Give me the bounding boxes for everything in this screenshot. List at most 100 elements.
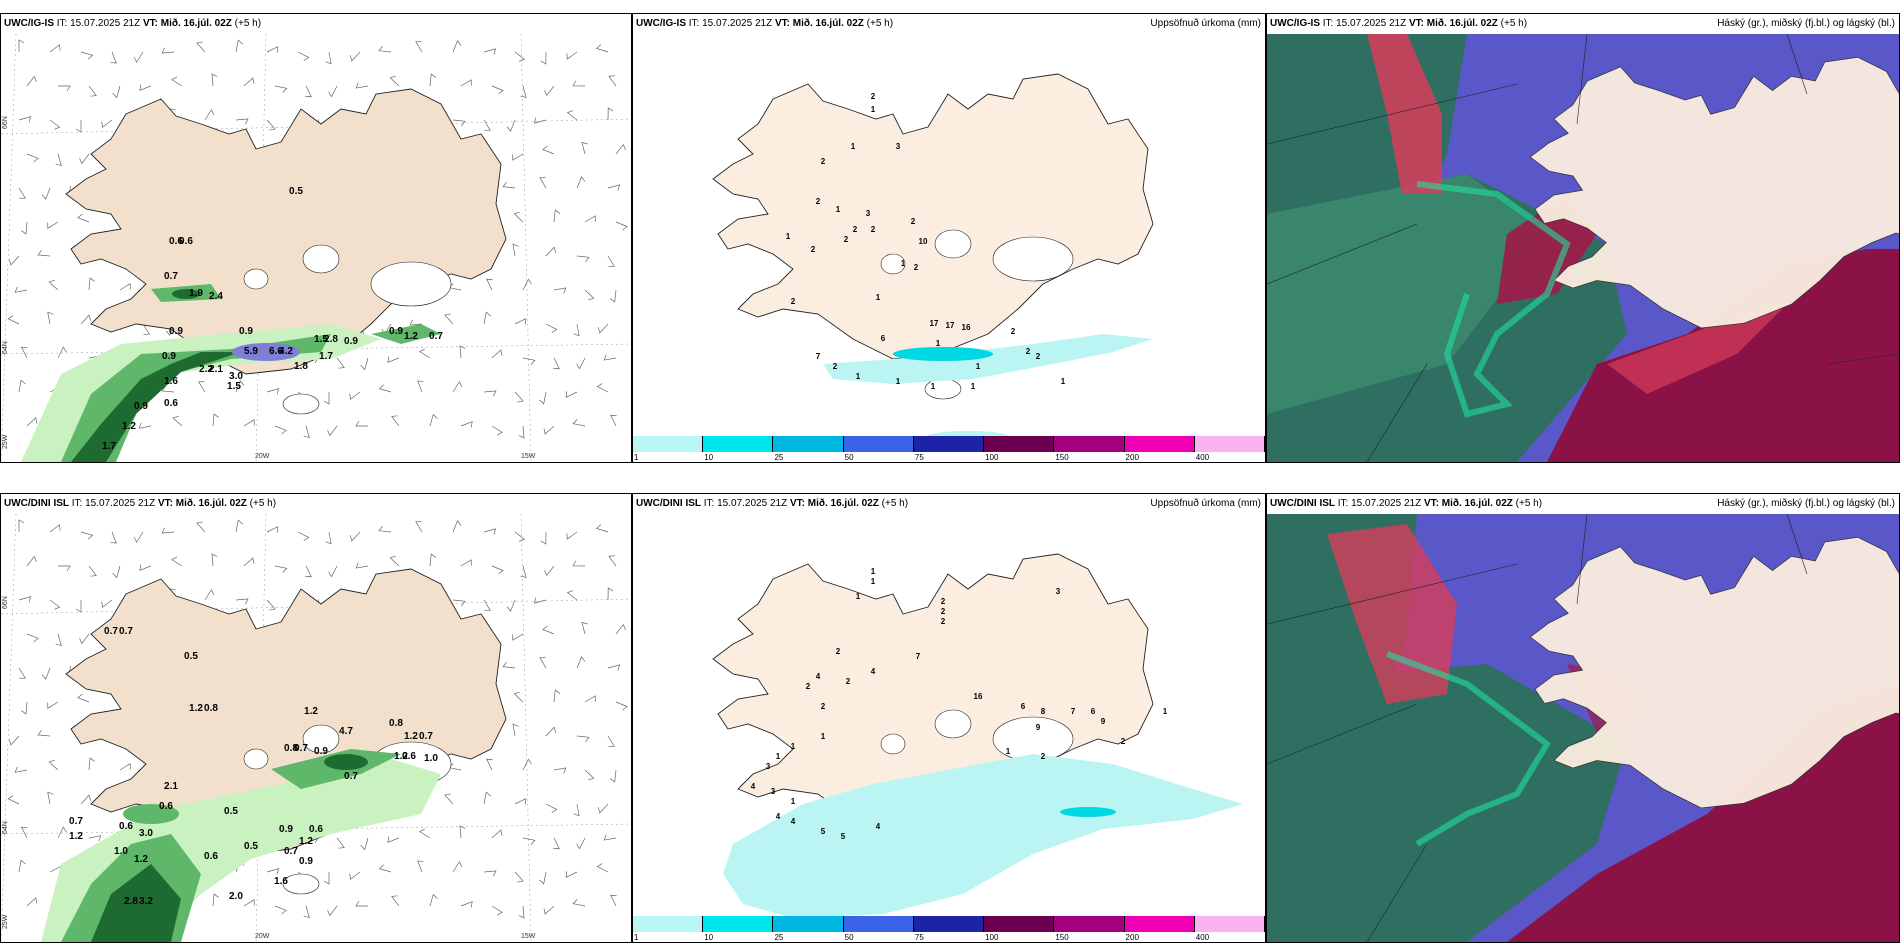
wind-barb xyxy=(483,528,497,535)
wind-barb xyxy=(336,837,345,849)
precip-value-label: 0.9 xyxy=(314,746,328,757)
wind-barb xyxy=(88,835,102,842)
wind-barb xyxy=(355,420,368,427)
lead-time: (+5 h) xyxy=(1515,498,1543,509)
precip-value-label: 4 xyxy=(816,672,821,681)
precip-value-label: 1 xyxy=(931,382,936,391)
wind-barb xyxy=(512,723,519,737)
wind-barb xyxy=(389,75,400,87)
wind-barb xyxy=(198,381,206,393)
wind-barb xyxy=(47,221,59,229)
wind-barb xyxy=(514,531,526,542)
wind-barb xyxy=(419,348,431,359)
wind-barb xyxy=(26,897,38,907)
wind-barb xyxy=(57,346,67,359)
precip-value-label: 1 xyxy=(821,732,826,741)
wind-barb xyxy=(80,314,92,325)
wind-barb xyxy=(452,520,462,533)
wind-barb xyxy=(566,51,578,60)
wind-barb xyxy=(235,598,249,605)
precip-value-label: 2 xyxy=(833,362,838,371)
wind-barb xyxy=(88,565,97,577)
wind-barb xyxy=(417,380,424,393)
wind-barb xyxy=(576,837,586,850)
wind-barb xyxy=(7,795,20,805)
wind-barb xyxy=(26,417,38,427)
field-title: Uppsöfnuð úrkoma (mm) xyxy=(1150,18,1261,29)
precip-value-label: 2 xyxy=(1036,352,1041,361)
wind-barb xyxy=(512,243,519,257)
precip-value-label: 1 xyxy=(856,372,861,381)
precip-value-label: 1 xyxy=(971,382,976,391)
precip-value-label: 2 xyxy=(914,263,919,272)
precip-value-label: 2 xyxy=(941,617,946,626)
colorbar-tick: 400 xyxy=(1195,453,1210,462)
precip-value-labels: 0.7 0.70.51.2 0.8 1.24.70.81.2 0.70.80.7 0.90… xyxy=(69,626,438,907)
it-label: IT: xyxy=(1322,18,1334,29)
precip-value-label: 0.5 xyxy=(184,651,198,662)
init-time: 15.07.2025 21Z xyxy=(717,498,788,509)
precip-value-label: 1.2 xyxy=(189,703,203,714)
panel-header: UWC/DINI ISL IT: 15.07.2025 21Z VT: Mið.… xyxy=(1267,494,1899,514)
lead-time: (+5 h) xyxy=(234,18,262,29)
wind-barb xyxy=(266,599,276,611)
precip-value-label: 0.9 xyxy=(299,856,313,867)
wind-barb xyxy=(274,565,288,573)
colorbar-tick: 100 xyxy=(985,453,999,462)
precip-value-label: 1.2 xyxy=(404,731,418,742)
init-time: 15.07.2025 21Z xyxy=(702,18,773,29)
precip-value-label: 16 xyxy=(974,692,983,701)
wind-barb xyxy=(243,899,255,907)
wind-barb xyxy=(483,311,491,325)
precip-value-label: 17 xyxy=(930,319,939,328)
wind-barb xyxy=(514,318,527,325)
colorbar-legend: 1 10 25 50 75 100 150 200 400 xyxy=(633,436,1265,462)
wind-barb xyxy=(266,388,280,395)
precip-value-label: 5 xyxy=(821,827,826,836)
wind-barb xyxy=(553,287,567,294)
wind-barb xyxy=(235,39,243,53)
wind-barb xyxy=(26,75,37,87)
valid-time: Mið. 16.júl. 02Z xyxy=(175,498,247,509)
wind-barb xyxy=(266,46,279,53)
wind-barb xyxy=(520,85,527,99)
panel-header: UWC/DINI ISL IT: 15.07.2025 21Z VT: Mið.… xyxy=(633,494,1265,514)
wind-barb xyxy=(566,531,578,540)
wind-barb xyxy=(266,119,276,131)
vt-label: VT: xyxy=(1408,18,1424,29)
precip-value-label: 0.7 xyxy=(429,331,443,342)
wind-barb xyxy=(539,871,547,885)
precip-value-label: 1.2 xyxy=(394,751,408,762)
wind-barb xyxy=(88,277,95,291)
wind-barb xyxy=(55,633,62,647)
precip-value-label: 0.6 xyxy=(169,236,183,247)
wind-barb xyxy=(544,565,555,577)
wind-barb xyxy=(48,279,59,291)
wind-barb xyxy=(328,85,338,98)
precip-value-label: 6 xyxy=(881,334,886,343)
wind-barb xyxy=(483,48,497,55)
wind-barb xyxy=(603,354,617,361)
wind-barb xyxy=(119,763,131,771)
wind-barb xyxy=(452,40,462,53)
wind-barb xyxy=(133,531,144,543)
wind-barb xyxy=(539,177,547,189)
wind-barb xyxy=(460,901,473,908)
wind-barb xyxy=(8,735,20,746)
wind-barb xyxy=(540,531,547,545)
wind-barb xyxy=(171,556,183,567)
wind-barb xyxy=(18,519,25,532)
wind-barb xyxy=(391,415,400,427)
precip-value-label: 0.9 xyxy=(389,326,403,337)
wind-barb xyxy=(355,562,369,569)
wind-barb xyxy=(584,289,595,301)
wind-barb xyxy=(514,871,524,883)
colorbar-swatch xyxy=(913,916,985,932)
wind-barb xyxy=(18,859,26,873)
wind-barb xyxy=(522,837,536,845)
wind-barb xyxy=(460,559,472,567)
colorbar-tick: 1 xyxy=(634,933,639,942)
wind-barb xyxy=(266,868,280,875)
field-title: Uppsöfnuð úrkoma (mm) xyxy=(1150,498,1261,509)
wind-barb xyxy=(387,836,400,843)
